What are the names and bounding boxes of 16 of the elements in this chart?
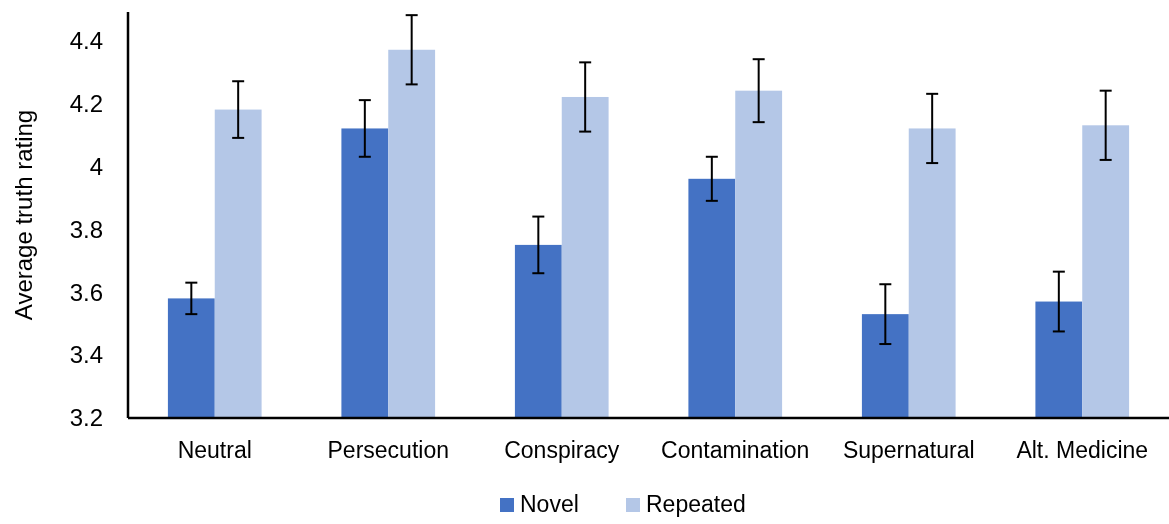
y-tick-label: 3.6: [69, 278, 103, 306]
y-tick-label: 4.4: [69, 26, 103, 54]
y-tick-label: 4.2: [69, 89, 103, 117]
x-tick-label: Neutral: [177, 437, 252, 463]
x-tick-label: Alt. Medicine: [1016, 437, 1149, 463]
y-tick-label: 3.4: [69, 341, 103, 369]
y-tick-label: 4: [89, 152, 103, 180]
x-tick-label: Supernatural: [842, 437, 975, 463]
y-axis-title: Average truth rating: [10, 109, 37, 321]
x-tick-label: Contamination: [661, 437, 810, 463]
x-tick-label: Conspiracy: [504, 437, 620, 463]
x-tick-label: Persecution: [327, 437, 449, 463]
legend-label: Repeated: [646, 491, 746, 517]
y-tick-label: 3.2: [69, 404, 103, 432]
legend-label: Novel: [520, 491, 579, 517]
y-tick-label: 3.8: [69, 215, 103, 243]
